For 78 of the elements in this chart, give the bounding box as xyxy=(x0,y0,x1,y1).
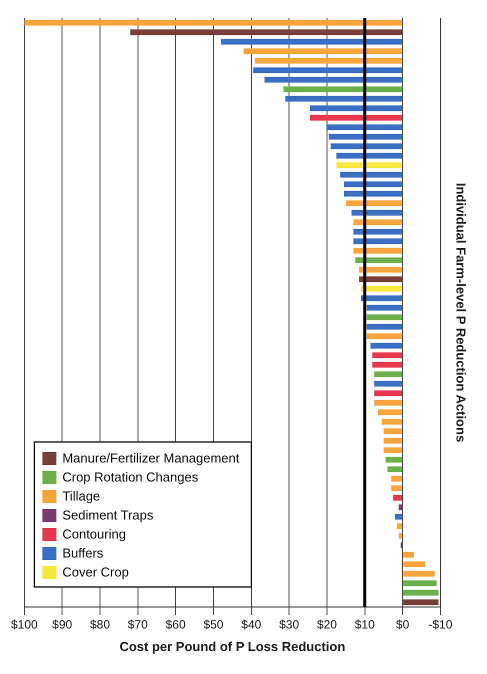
bar xyxy=(384,428,402,434)
bar xyxy=(403,590,439,596)
bar xyxy=(384,447,402,454)
bar xyxy=(395,514,402,520)
x-tick-label: $100 xyxy=(10,618,38,632)
bar xyxy=(24,20,402,26)
x-tick-label: $40 xyxy=(241,618,262,632)
bar xyxy=(391,476,402,482)
bar xyxy=(359,276,402,282)
bar xyxy=(264,76,402,83)
bar xyxy=(285,96,402,102)
x-tick-label: $80 xyxy=(90,618,110,632)
legend-label: Buffers xyxy=(62,546,104,561)
legend-label: Tillage xyxy=(62,488,100,504)
bar xyxy=(366,333,402,340)
bar xyxy=(310,114,402,121)
legend-label: Manure/Fertilizer Management xyxy=(62,450,240,466)
bar xyxy=(387,466,402,472)
bar xyxy=(353,228,402,235)
x-tick-label: $0 xyxy=(396,618,410,632)
bar xyxy=(378,409,402,416)
bar xyxy=(344,181,402,188)
bar xyxy=(255,58,402,64)
legend-label: Contouring xyxy=(62,526,126,542)
bar xyxy=(244,48,402,54)
bar xyxy=(372,362,402,368)
x-tick-label: -$10 xyxy=(428,618,453,632)
bar xyxy=(310,105,402,112)
bar xyxy=(384,438,402,444)
bar xyxy=(374,380,402,387)
x-tick-label: $20 xyxy=(316,618,338,632)
bar xyxy=(393,494,402,501)
bar xyxy=(403,580,437,586)
x-tick-label: $90 xyxy=(52,618,73,632)
bar xyxy=(372,352,402,358)
bar xyxy=(366,314,402,320)
bar xyxy=(359,266,402,273)
legend-label: Cover Crop xyxy=(62,564,129,580)
y-axis-title: Individual Farm-level P Reduction Actions xyxy=(454,182,469,442)
bar xyxy=(326,124,402,130)
bar xyxy=(336,162,402,168)
bar xyxy=(353,219,402,226)
x-tick-label: $70 xyxy=(128,618,148,632)
x-axis-title: Cost per Pound of P Loss Reduction xyxy=(119,638,346,654)
bar xyxy=(346,200,402,206)
bar xyxy=(391,485,402,492)
bar xyxy=(403,599,439,606)
bar xyxy=(253,67,402,74)
bar xyxy=(130,29,402,36)
bar xyxy=(374,400,402,406)
bar xyxy=(386,456,402,463)
bar xyxy=(403,561,426,568)
bar xyxy=(355,257,402,264)
bar xyxy=(366,304,402,311)
x-tick-label: $30 xyxy=(279,618,300,632)
bar xyxy=(403,552,414,558)
bar xyxy=(221,38,402,45)
legend-label: Sediment Traps xyxy=(62,508,154,523)
bar xyxy=(396,523,402,530)
x-tick-label: $60 xyxy=(166,618,186,632)
bar xyxy=(353,248,402,254)
bar xyxy=(336,152,402,159)
x-tick-label: $10 xyxy=(354,618,376,632)
bar xyxy=(374,371,402,378)
bar xyxy=(283,86,402,92)
bar xyxy=(366,324,402,330)
bar xyxy=(344,190,402,197)
bar xyxy=(403,570,435,577)
bar xyxy=(330,143,402,150)
bar xyxy=(374,390,402,396)
bar xyxy=(353,238,402,244)
bar xyxy=(382,418,402,425)
bar xyxy=(328,134,402,140)
legend-label: Crop Rotation Changes xyxy=(62,470,199,485)
bar xyxy=(370,342,402,349)
bar xyxy=(340,172,402,178)
bar xyxy=(352,210,402,216)
x-tick-label: $50 xyxy=(203,618,224,632)
